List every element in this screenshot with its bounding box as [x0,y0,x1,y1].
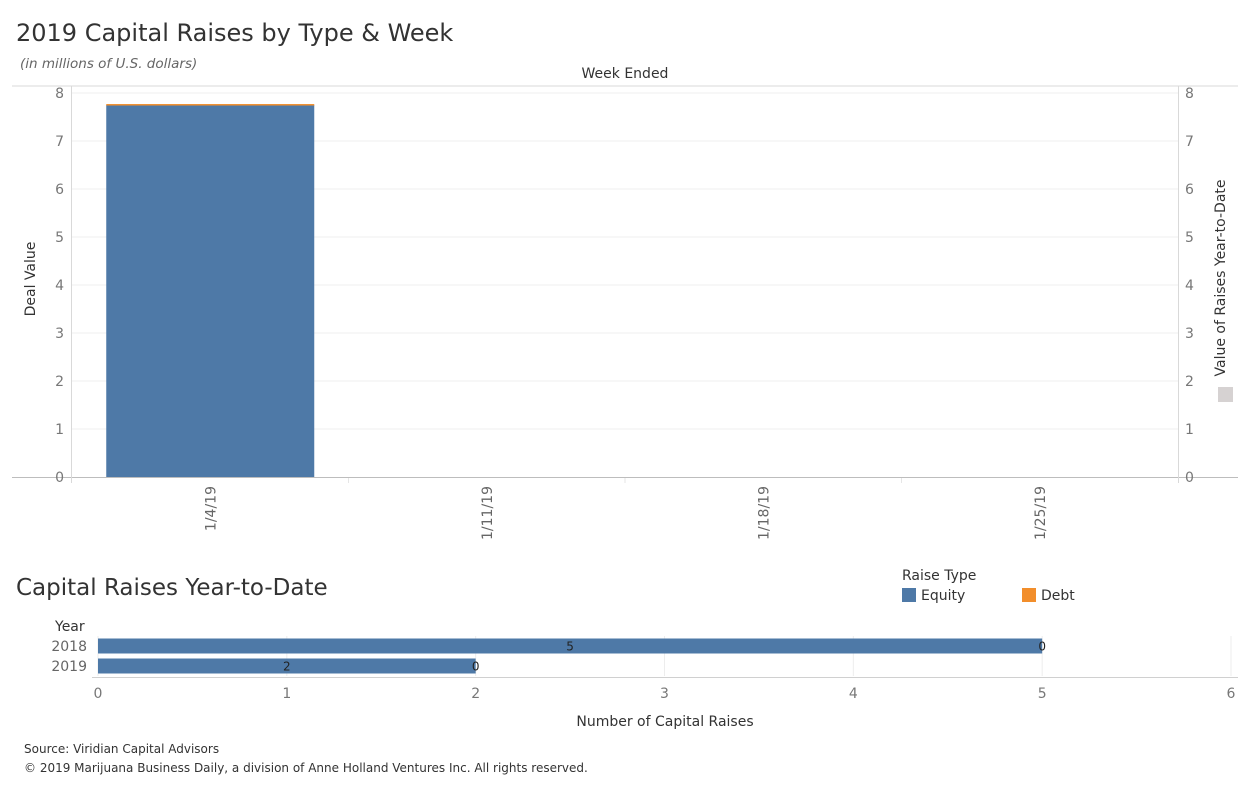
year-header: Year [54,619,85,635]
data-label-equity: 5 [566,640,574,654]
x-axis-title: Number of Capital Raises [576,714,753,730]
right-axis-swatch [1218,387,1233,402]
source-note: Source: Viridian Capital Advisors [24,742,220,756]
weekly-deal-value-chart: 0 0 1 1 2 2 3 3 4 4 5 5 6 6 7 7 8 8 Week Ended Deal Value Va… [12,66,1238,540]
y-tick-label-left: 2 [55,374,64,390]
x-tick-label: 1/18/19 [756,486,772,540]
y-tick-label-right: 8 [1185,86,1194,102]
y-tick-label-right: 2 [1185,374,1194,390]
x-tick-label: 1/25/19 [1033,486,1049,540]
x-tick-label: 2 [471,686,480,702]
y-tick-label-right: 3 [1185,326,1194,342]
y-tick-label-left: 0 [55,470,64,486]
y-tick-label-left: 3 [55,326,64,342]
chart-title: 2019 Capital Raises by Type & Week [16,19,454,47]
y-tick-label-right: 6 [1185,182,1194,198]
bar-equity [98,638,1043,654]
data-label-debt: 0 [472,660,480,674]
legend-label-debt: Debt [1041,588,1075,604]
bar-debt [106,104,315,106]
year-label: 2018 [51,639,87,655]
legend-label-equity: Equity [921,588,966,604]
y-tick-label-right: 4 [1185,278,1194,294]
y-tick-label-left: 6 [55,182,64,198]
y-tick-label-left: 8 [55,86,64,102]
raise-type-legend[interactable]: Raise Type Equity Debt [902,568,1075,604]
x-axis-header: Week Ended [582,66,669,82]
legend-swatch-debt [1022,588,1036,602]
y-axis-title: Deal Value [23,242,39,317]
x-tick-label: 0 [94,686,103,702]
y-tick-label-right: 5 [1185,230,1194,246]
legend-swatch-equity [902,588,916,602]
ytd-chart-title: Capital Raises Year-to-Date [16,575,328,601]
year-label: 2019 [51,659,87,675]
y-tick-label-left: 5 [55,230,64,246]
x-tick-label: 1/11/19 [480,486,496,540]
y-tick-label-right: 1 [1185,422,1194,438]
y-tick-label-left: 1 [55,422,64,438]
legend-title: Raise Type [902,568,977,584]
chart-subtitle: (in millions of U.S. dollars) [20,56,198,72]
legend-item-equity[interactable]: Equity [902,588,965,604]
data-label-equity: 2 [283,660,291,674]
x-tick-label: 5 [1038,686,1047,702]
y-tick-label-right: 0 [1185,470,1194,486]
x-tick-label: 1 [282,686,291,702]
bar-equity [106,105,315,477]
x-tick-label: 1/4/19 [203,486,219,531]
x-tick-label: 6 [1227,686,1236,702]
copyright-note: © 2019 Marijuana Business Daily, a divis… [24,761,588,775]
y-axis-title-right: Value of Raises Year-to-Date [1213,179,1229,376]
x-tick-label: 3 [660,686,669,702]
y-tick-label-left: 4 [55,278,64,294]
bar-equity [98,658,476,674]
y-tick-label-left: 7 [55,134,64,150]
y-tick-label-right: 7 [1185,134,1194,150]
x-tick-label: 4 [849,686,858,702]
legend-item-debt[interactable]: Debt [1022,588,1075,604]
data-label-debt: 0 [1038,640,1046,654]
